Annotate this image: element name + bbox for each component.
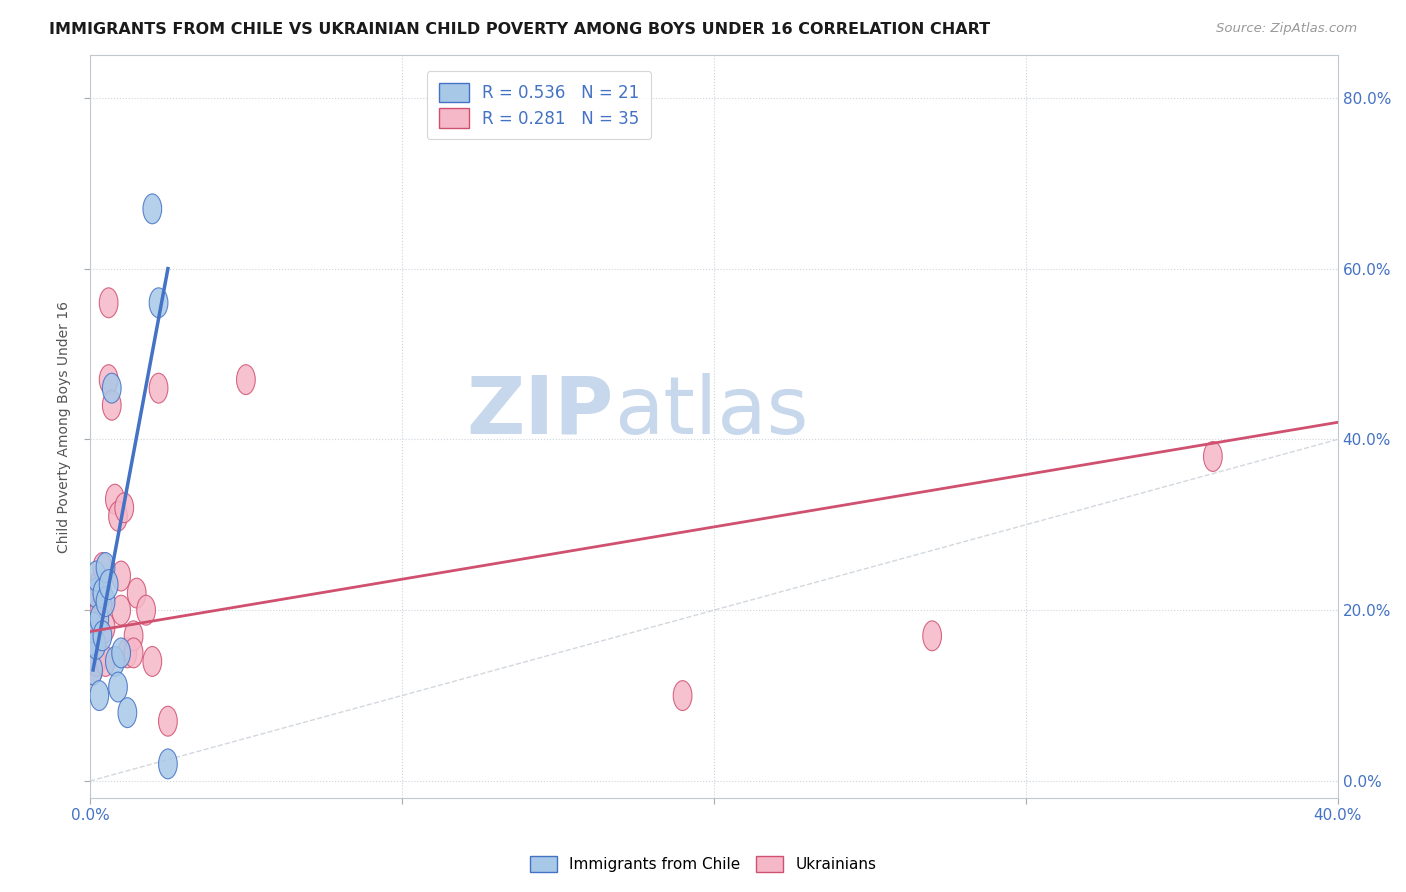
Ellipse shape (118, 698, 136, 728)
Ellipse shape (90, 604, 108, 633)
Ellipse shape (87, 604, 105, 633)
Text: atlas: atlas (614, 373, 808, 450)
Legend: Immigrants from Chile, Ukrainians: Immigrants from Chile, Ukrainians (522, 848, 884, 880)
Ellipse shape (84, 595, 103, 625)
Ellipse shape (128, 578, 146, 608)
Ellipse shape (236, 365, 256, 394)
Legend: R = 0.536   N = 21, R = 0.281   N = 35: R = 0.536 N = 21, R = 0.281 N = 35 (427, 70, 651, 139)
Ellipse shape (105, 647, 124, 676)
Text: Source: ZipAtlas.com: Source: ZipAtlas.com (1216, 22, 1357, 36)
Ellipse shape (84, 621, 103, 651)
Ellipse shape (159, 706, 177, 736)
Ellipse shape (111, 595, 131, 625)
Ellipse shape (87, 578, 105, 608)
Ellipse shape (84, 655, 103, 685)
Y-axis label: Child Poverty Among Boys Under 16: Child Poverty Among Boys Under 16 (58, 301, 72, 553)
Ellipse shape (90, 681, 108, 711)
Ellipse shape (90, 570, 108, 599)
Ellipse shape (100, 288, 118, 318)
Ellipse shape (105, 484, 124, 514)
Ellipse shape (93, 578, 111, 608)
Text: ZIP: ZIP (467, 373, 614, 450)
Ellipse shape (87, 630, 105, 659)
Ellipse shape (84, 625, 103, 655)
Ellipse shape (108, 501, 128, 532)
Ellipse shape (1204, 442, 1222, 472)
Ellipse shape (87, 578, 105, 608)
Ellipse shape (108, 672, 128, 702)
Ellipse shape (84, 612, 103, 642)
Ellipse shape (100, 570, 118, 599)
Ellipse shape (922, 621, 942, 651)
Ellipse shape (118, 638, 136, 668)
Ellipse shape (143, 647, 162, 676)
Ellipse shape (93, 587, 111, 616)
Ellipse shape (96, 612, 115, 642)
Ellipse shape (93, 621, 111, 651)
Ellipse shape (111, 638, 131, 668)
Ellipse shape (115, 492, 134, 523)
Ellipse shape (84, 655, 103, 685)
Ellipse shape (96, 647, 115, 676)
Ellipse shape (111, 561, 131, 591)
Ellipse shape (87, 561, 105, 591)
Ellipse shape (90, 621, 108, 651)
Ellipse shape (90, 595, 108, 625)
Ellipse shape (87, 621, 105, 651)
Text: IMMIGRANTS FROM CHILE VS UKRAINIAN CHILD POVERTY AMONG BOYS UNDER 16 CORRELATION: IMMIGRANTS FROM CHILE VS UKRAINIAN CHILD… (49, 22, 990, 37)
Ellipse shape (93, 552, 111, 582)
Ellipse shape (124, 638, 143, 668)
Ellipse shape (84, 638, 103, 668)
Ellipse shape (143, 194, 162, 224)
Ellipse shape (100, 365, 118, 394)
Ellipse shape (96, 552, 115, 582)
Ellipse shape (149, 288, 167, 318)
Ellipse shape (96, 587, 115, 616)
Ellipse shape (103, 391, 121, 420)
Ellipse shape (136, 595, 156, 625)
Ellipse shape (103, 373, 121, 403)
Ellipse shape (673, 681, 692, 711)
Ellipse shape (149, 373, 167, 403)
Ellipse shape (124, 621, 143, 651)
Ellipse shape (159, 749, 177, 779)
Ellipse shape (87, 647, 105, 676)
